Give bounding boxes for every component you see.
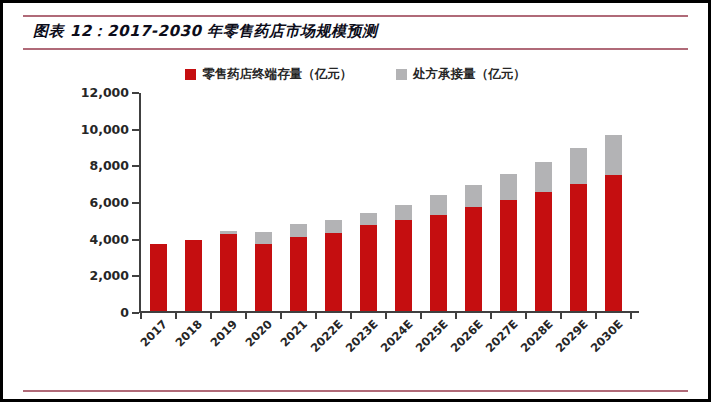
bar-2028E [535, 162, 552, 311]
bar-segment-2021-s1 [290, 224, 307, 237]
bar-segment-2023E-s0 [360, 225, 377, 311]
bar-2021 [290, 224, 307, 311]
figure-frame: 图表 12：2017-2030 年零售药店市场规模预测 零售药店终端存量（亿元）… [0, 0, 711, 402]
y-tick-mark [132, 312, 139, 314]
legend-label: 零售药店终端存量（亿元） [202, 66, 352, 83]
bar-segment-2026E-s0 [465, 207, 482, 312]
bar-2020 [255, 232, 272, 311]
x-tick-label: 2029E [552, 317, 590, 355]
legend-label: 处方承接量（亿元） [413, 66, 526, 83]
bar-segment-2025E-s0 [430, 215, 447, 311]
x-tick-label: 2018 [173, 317, 206, 350]
bar-segment-2027E-s1 [500, 174, 517, 201]
chart-area: 02,0004,0006,0008,00010,00012,000 201720… [75, 93, 708, 359]
bar-2017 [150, 244, 167, 311]
bar-2025E [430, 195, 447, 311]
y-tick-mark [132, 165, 139, 167]
legend-swatch-icon [185, 69, 196, 80]
y-tick-mark [132, 275, 139, 277]
bar-2019 [220, 231, 237, 311]
x-tick-label: 2020 [243, 317, 276, 350]
y-tick-label: 2,000 [89, 268, 129, 283]
chart-legend: 零售药店终端存量（亿元） 处方承接量（亿元） [3, 66, 708, 83]
x-tick-label: 2030E [587, 317, 625, 355]
bar-segment-2028E-s1 [535, 162, 552, 192]
bar-2018 [185, 240, 202, 312]
y-tick-label: 4,000 [89, 232, 129, 247]
figure-header: 图表 12：2017-2030 年零售药店市场规模预测 [23, 15, 688, 50]
y-tick-mark [132, 129, 139, 131]
bottom-rule [23, 390, 688, 392]
legend-item-0: 零售药店终端存量（亿元） [185, 66, 352, 83]
bar-segment-2020-s1 [255, 232, 272, 244]
y-tick-mark [132, 202, 139, 204]
x-tick-label: 2023E [342, 317, 380, 355]
bar-segment-2029E-s0 [570, 184, 587, 311]
x-tick-label: 2025E [412, 317, 450, 355]
y-tick-label: 10,000 [81, 122, 129, 137]
x-tick-label: 2022E [307, 317, 345, 355]
bar-segment-2026E-s1 [465, 185, 482, 207]
bar-segment-2029E-s1 [570, 148, 587, 184]
bar-segment-2027E-s0 [500, 200, 517, 311]
bar-2029E [570, 148, 587, 311]
x-tick-label: 2024E [377, 317, 415, 355]
plot-column: 201720182019202020212022E2023E2024E2025E… [139, 93, 639, 359]
y-tick-label: 6,000 [89, 195, 129, 210]
y-tick-mark [132, 239, 139, 241]
bar-segment-2020-s0 [255, 244, 272, 311]
bar-2030E [605, 135, 622, 311]
bar-2022E [325, 220, 342, 311]
y-tick-mark [132, 92, 139, 94]
bar-2027E [500, 174, 517, 311]
y-axis-labels: 02,0004,0006,0008,00010,00012,000 [75, 93, 139, 313]
bar-2023E [360, 213, 377, 311]
x-tick-label: 2027E [482, 317, 520, 355]
bar-segment-2024E-s1 [395, 205, 412, 221]
bar-segment-2018-s0 [185, 240, 202, 312]
x-tick-label: 2028E [517, 317, 555, 355]
bar-segment-2024E-s0 [395, 220, 412, 311]
x-tick-label: 2026E [447, 317, 485, 355]
bar-segment-2030E-s1 [605, 135, 622, 175]
bar-2024E [395, 205, 412, 311]
x-tick-label: 2021 [278, 317, 311, 350]
bar-segment-2022E-s0 [325, 233, 342, 311]
y-tick-label: 0 [120, 305, 129, 320]
plot-area [139, 93, 639, 313]
y-tick-label: 12,000 [81, 85, 129, 100]
legend-item-1: 处方承接量（亿元） [396, 66, 526, 83]
bar-2026E [465, 185, 482, 312]
bar-segment-2028E-s0 [535, 192, 552, 311]
legend-swatch-icon [396, 69, 407, 80]
bar-segment-2021-s0 [290, 237, 307, 311]
bar-segment-2017-s0 [150, 244, 167, 311]
figure-title: 图表 12：2017-2030 年零售药店市场规模预测 [33, 22, 678, 41]
x-tick-label: 2019 [208, 317, 241, 350]
x-tick-label: 2017 [138, 317, 171, 350]
bar-segment-2025E-s1 [430, 195, 447, 215]
bar-segment-2022E-s1 [325, 220, 342, 233]
x-axis-labels: 201720182019202020212022E2023E2024E2025E… [139, 313, 639, 359]
bar-segment-2030E-s0 [605, 175, 622, 311]
bar-segment-2023E-s1 [360, 213, 377, 225]
y-tick-label: 8,000 [89, 158, 129, 173]
bar-segment-2019-s0 [220, 234, 237, 311]
